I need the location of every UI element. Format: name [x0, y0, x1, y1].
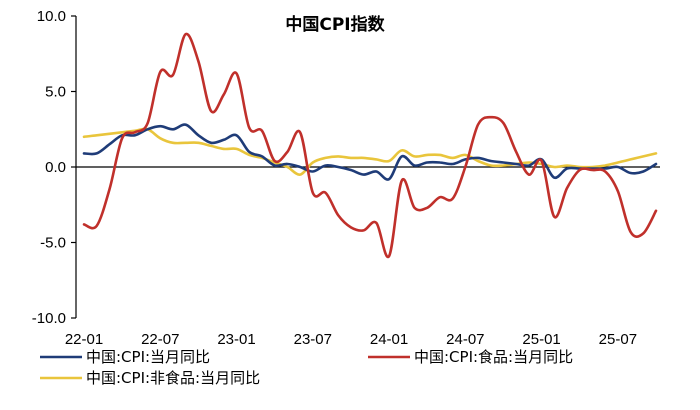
legend-item-food: 中国:CPI:食品:当月同比 [368, 348, 573, 366]
chart-title: 中国CPI指数 [285, 14, 385, 35]
x-tick-label: 23-07 [294, 331, 332, 348]
x-tick-label: 24-07 [446, 331, 484, 348]
x-tick-label: 22-01 [65, 331, 103, 348]
series-line-cpi [82, 123, 658, 181]
series-line-nonfood [82, 127, 658, 176]
y-tick-label: -5.0 [40, 235, 66, 252]
x-tick-label: 24-01 [370, 331, 408, 348]
legend-label: 中国:CPI:食品:当月同比 [414, 348, 573, 366]
y-tick-label: -10.0 [32, 310, 66, 327]
legend-item-nonfood: 中国:CPI:非食品:当月同比 [40, 369, 260, 387]
x-tick-label: 22-07 [141, 331, 179, 348]
legend-label: 中国:CPI:当月同比 [86, 348, 210, 366]
y-tick-label: 0.0 [45, 159, 66, 176]
legend-item-cpi: 中国:CPI:当月同比 [40, 348, 210, 366]
x-tick-label: 25-07 [599, 331, 637, 348]
series-line-food [82, 32, 658, 259]
legend-label: 中国:CPI:非食品:当月同比 [86, 369, 260, 387]
x-tick-label: 25-01 [522, 331, 560, 348]
x-tick-label: 23-01 [217, 331, 255, 348]
y-tick-label: 10.0 [37, 8, 66, 25]
y-tick-label: 5.0 [45, 84, 66, 101]
axes: 10.0 5.0 0.0 -5.0 -10.0 22-01 22-07 23-01 23-07 2… [32, 8, 660, 348]
series-layer [82, 32, 658, 259]
